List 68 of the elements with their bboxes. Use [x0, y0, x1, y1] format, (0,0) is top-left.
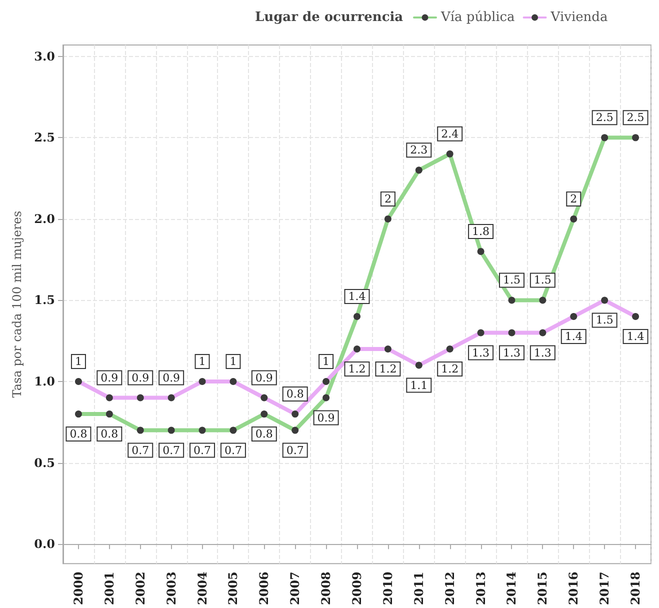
data-label: 1.4: [564, 330, 582, 343]
x-tick-label: 2007: [288, 572, 302, 606]
x-tick-label: 2003: [164, 572, 178, 606]
x-tick-label: 2001: [102, 572, 116, 606]
data-label: 0.8: [286, 388, 304, 401]
x-tick-label: 2017: [598, 572, 612, 606]
data-label: 0.7: [194, 444, 212, 457]
legend-label: Vivienda: [550, 10, 608, 25]
data-label: 1.3: [502, 346, 520, 360]
x-tick-label: 2018: [628, 572, 643, 606]
legend-title: Lugar de ocurrencia: [255, 10, 404, 25]
y-tick-label: 0.5: [34, 456, 55, 470]
data-label: 0.9: [132, 371, 150, 384]
data-label: 2.3: [410, 144, 428, 157]
data-label: 1.5: [502, 274, 520, 287]
x-tick-label: 2010: [380, 572, 395, 606]
data-label: 0.9: [100, 371, 118, 384]
data-label: 1.2: [441, 362, 459, 376]
y-tick-label: 3.0: [34, 49, 55, 64]
data-label: 1: [74, 355, 82, 368]
data-label: 1.4: [626, 330, 644, 343]
y-tick-label: 1.5: [34, 293, 55, 308]
data-label: 0.8: [255, 428, 273, 441]
data-label: 0.7: [224, 444, 242, 457]
y-tick-label: 2.5: [34, 130, 55, 145]
x-tick-label: 2011: [412, 572, 426, 606]
data-label: 1.2: [379, 362, 397, 376]
x-tick-label: 2012: [442, 572, 457, 606]
data-label: 0.7: [162, 444, 180, 457]
y-axis-title: Tasa por cada 100 mil mujeres: [10, 210, 24, 398]
data-label: 1: [198, 355, 206, 368]
data-label: 2: [384, 192, 392, 206]
data-label: 0.9: [162, 371, 180, 384]
x-tick-label: 2016: [566, 572, 581, 606]
x-tick-label: 2008: [319, 572, 334, 606]
x-tick-label: 2014: [504, 572, 519, 606]
x-tick-label: 2006: [257, 572, 272, 606]
x-tick-label: 2002: [133, 572, 148, 606]
data-label: 0.9: [317, 411, 335, 424]
data-label: 0.9: [255, 371, 273, 384]
x-tick-label: 2004: [195, 572, 210, 606]
data-label: 1.4: [348, 290, 366, 303]
data-label: 1: [230, 355, 237, 368]
data-label: 2.5: [626, 111, 644, 124]
data-label: 0.7: [132, 444, 150, 457]
data-label: 1.3: [534, 346, 552, 360]
x-tick-label: 2013: [474, 572, 488, 606]
data-label: 1.3: [472, 346, 490, 360]
data-label: 2.5: [596, 111, 614, 124]
data-label: 1.5: [534, 274, 552, 287]
x-tick-label: 2000: [71, 572, 86, 606]
y-tick-label: 2.0: [34, 212, 55, 226]
x-tick-label: 2005: [226, 572, 240, 606]
data-label: 0.8: [100, 428, 118, 441]
legend-label: Vía pública: [440, 10, 516, 25]
x-tick-label: 2015: [536, 572, 550, 606]
data-label: 0.8: [70, 428, 88, 441]
data-label: 1.2: [348, 362, 366, 376]
x-tick-label: 2009: [350, 572, 364, 606]
data-label: 2.4: [441, 127, 459, 140]
y-tick-label: 1.0: [34, 374, 55, 389]
data-label: 0.7: [286, 444, 304, 457]
data-label: 2: [570, 192, 578, 206]
data-label: 1.5: [596, 314, 614, 327]
data-label: 1: [322, 355, 330, 368]
y-tick-label: 0.0: [34, 537, 55, 552]
data-label: 1.1: [410, 378, 428, 392]
data-label: 1.8: [472, 224, 490, 238]
